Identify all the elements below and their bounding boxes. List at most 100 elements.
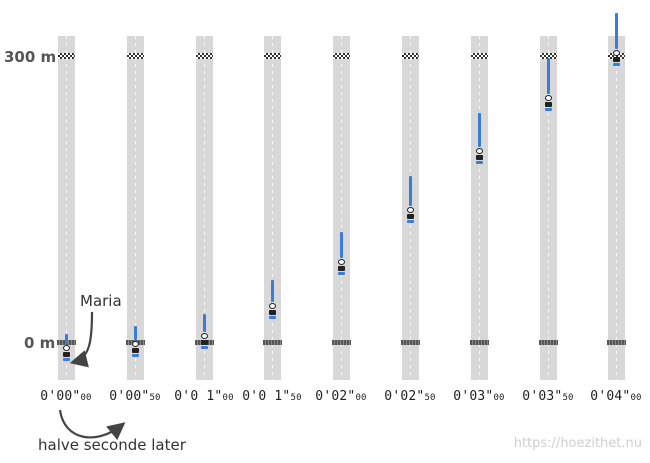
skater-head: [407, 206, 414, 213]
skater-body: [338, 265, 345, 271]
time-label-hundredths: 00: [222, 393, 234, 403]
start-line: [607, 340, 626, 345]
lane-center-line: [272, 36, 273, 380]
skater-skates: [269, 315, 276, 319]
time-label-hundredths: 00: [80, 393, 92, 403]
finish-line: [264, 53, 281, 59]
time-label-hundredths: 50: [149, 393, 161, 403]
skater-body: [201, 340, 208, 346]
skater-body: [545, 102, 552, 107]
skater-skates: [63, 357, 70, 361]
time-label-main: 0'03": [453, 389, 494, 404]
skater-skates: [613, 63, 620, 67]
skater-maria-frame-8: [608, 13, 625, 69]
time-label-hundredths: 00: [355, 393, 367, 403]
finish-line: [333, 53, 350, 59]
motion-trail: [203, 314, 206, 333]
skater-skates: [201, 346, 208, 350]
time-label-hundredths: 50: [562, 393, 574, 403]
time-label-hundredths: 00: [493, 393, 505, 403]
skater-maria-frame-1: [127, 325, 144, 360]
skater-body: [132, 347, 139, 353]
time-label-main: 0'02": [315, 389, 356, 404]
time-label-hundredths: 50: [424, 393, 436, 403]
motion-trail: [134, 325, 137, 340]
start-line: [539, 340, 558, 345]
motion-trail: [271, 279, 274, 302]
skater-maria-frame-5: [402, 175, 419, 226]
skater-maria-frame-4: [333, 231, 350, 278]
time-label-main: 0'00": [40, 389, 81, 404]
skater-body: [269, 309, 276, 315]
skater-skates: [545, 108, 552, 111]
lane-0: [57, 36, 76, 380]
motion-trail: [65, 333, 68, 344]
skater-skates: [407, 219, 414, 223]
skater-head: [201, 333, 208, 340]
time-label-main: 0'00": [109, 389, 150, 404]
arrow-half-second: [58, 409, 126, 441]
finish-line: [402, 53, 419, 59]
time-label-1: 0'00"50: [102, 389, 168, 404]
lane-6: [470, 36, 489, 380]
time-label-main: 0'02": [384, 389, 425, 404]
annotation-skater-name: Maria: [80, 292, 122, 310]
annotation-half-second: halve seconde later: [38, 436, 186, 454]
skater-maria-frame-7: [540, 58, 557, 114]
motion-trail: [547, 58, 550, 94]
axis-label-300m: 300 m: [4, 48, 57, 66]
lane-center-line: [341, 36, 342, 380]
lane-center-line: [135, 36, 136, 380]
finish-line: [196, 53, 213, 59]
skater-skates: [338, 271, 345, 275]
skater-maria-frame-2: [196, 314, 213, 352]
watermark: https://hoezithet.nu: [513, 436, 642, 451]
skater-body: [407, 213, 414, 219]
start-line: [401, 340, 420, 345]
skater-head: [132, 340, 139, 347]
time-label-0: 0'00"00: [33, 389, 99, 404]
lane-7: [539, 36, 558, 380]
skater-head: [269, 302, 276, 309]
skater-head: [545, 95, 552, 101]
skater-skates: [132, 353, 139, 357]
start-line: [470, 340, 489, 345]
start-line: [332, 340, 351, 345]
time-label-5: 0'02"50: [377, 389, 443, 404]
lane-1: [126, 36, 145, 380]
motion-trail: [478, 112, 481, 147]
lane-8: [607, 13, 626, 380]
start-line: [263, 340, 282, 345]
lane-center-line: [479, 36, 480, 380]
skater-head: [63, 344, 70, 351]
skater-body: [63, 351, 70, 357]
lane-4: [332, 36, 351, 380]
time-label-main: 0'04": [590, 389, 631, 404]
skater-body: [476, 154, 483, 160]
lane-center-line: [616, 36, 617, 380]
lane-5: [401, 36, 420, 380]
finish-line: [540, 53, 557, 59]
time-label-3: 0'0 1"50: [239, 389, 305, 404]
axis-label-0m: 0 m: [24, 334, 56, 352]
skater-maria-frame-6: [471, 112, 488, 167]
skater-head: [476, 147, 483, 154]
motion-trail: [340, 231, 343, 258]
time-label-2: 0'0 1"00: [171, 389, 237, 404]
skater-skates: [476, 160, 483, 164]
motion-trail: [409, 175, 412, 206]
skater-maria-frame-3: [264, 279, 281, 322]
finish-line: [471, 53, 488, 59]
skater-head: [338, 258, 345, 265]
skater-body: [613, 57, 620, 63]
lane-center-line: [548, 36, 549, 380]
time-label-6: 0'03"00: [446, 389, 512, 404]
lane-3: [263, 36, 282, 380]
time-label-main: 0'0 1": [174, 389, 223, 404]
time-label-main: 0'0 1": [242, 389, 291, 404]
time-label-4: 0'02"00: [308, 389, 374, 404]
finish-line: [58, 53, 75, 59]
time-label-main: 0'03": [522, 389, 563, 404]
motion-trail: [615, 13, 618, 50]
